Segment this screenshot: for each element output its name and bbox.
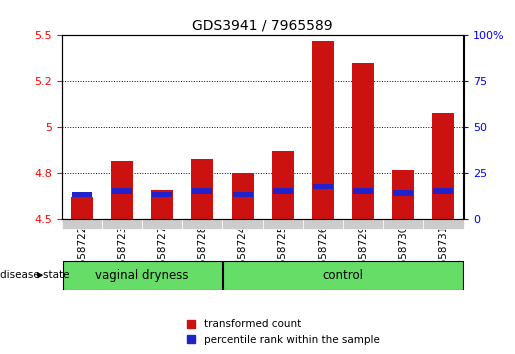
FancyBboxPatch shape — [182, 219, 222, 229]
FancyBboxPatch shape — [62, 219, 102, 229]
Text: disease state: disease state — [0, 270, 70, 280]
Bar — [433, 113, 454, 219]
Bar — [152, 192, 172, 198]
Bar — [112, 188, 132, 194]
Bar — [392, 170, 414, 219]
Bar — [273, 188, 293, 194]
FancyBboxPatch shape — [263, 219, 303, 229]
Bar — [72, 192, 92, 198]
Bar — [192, 159, 213, 219]
Text: control: control — [322, 269, 364, 282]
FancyBboxPatch shape — [224, 261, 462, 290]
Bar — [353, 188, 373, 194]
Bar — [233, 192, 252, 198]
FancyBboxPatch shape — [423, 219, 464, 229]
FancyBboxPatch shape — [343, 219, 383, 229]
Bar — [232, 173, 253, 219]
Text: vaginal dryness: vaginal dryness — [95, 269, 189, 282]
Bar — [312, 41, 334, 219]
Bar — [111, 161, 133, 219]
Bar — [352, 63, 374, 219]
FancyBboxPatch shape — [63, 261, 221, 290]
Bar — [71, 198, 93, 219]
Bar — [272, 152, 294, 219]
FancyBboxPatch shape — [102, 219, 142, 229]
FancyBboxPatch shape — [142, 219, 182, 229]
Bar — [393, 190, 413, 195]
FancyBboxPatch shape — [383, 219, 423, 229]
Bar — [151, 190, 173, 219]
Bar — [434, 188, 453, 194]
Bar — [193, 188, 212, 194]
Legend: transformed count, percentile rank within the sample: transformed count, percentile rank withi… — [183, 315, 384, 349]
FancyBboxPatch shape — [222, 219, 263, 229]
Bar — [313, 184, 333, 189]
FancyBboxPatch shape — [303, 219, 343, 229]
Title: GDS3941 / 7965589: GDS3941 / 7965589 — [192, 19, 333, 33]
